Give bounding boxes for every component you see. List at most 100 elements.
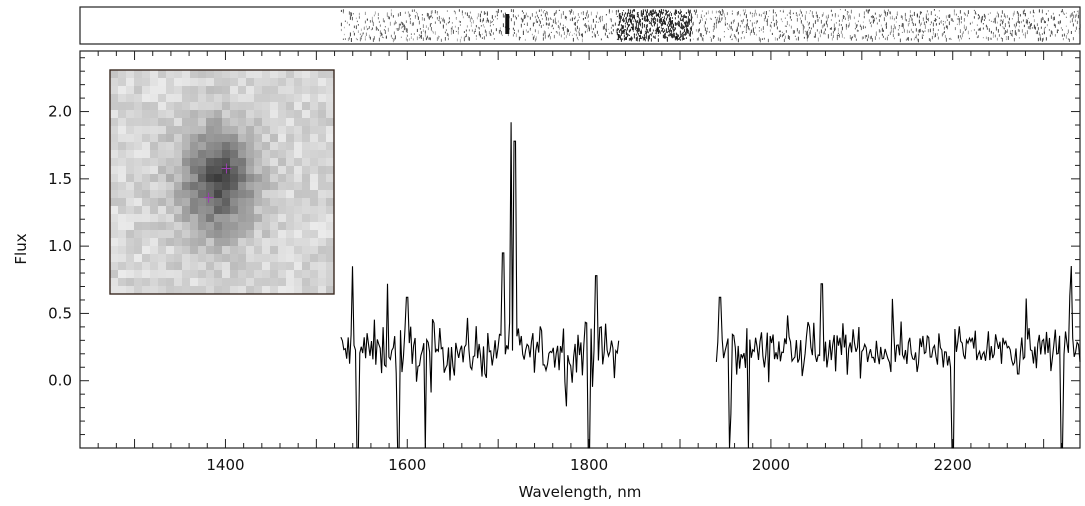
strip-pixel xyxy=(659,19,661,22)
inset-pixel xyxy=(310,246,319,255)
inset-pixel xyxy=(318,118,327,127)
strip-pixel xyxy=(983,13,985,18)
inset-pixel xyxy=(198,198,207,207)
inset-pixel xyxy=(126,78,135,87)
strip-pixel xyxy=(639,30,641,34)
inset-pixel xyxy=(166,102,175,111)
inset-pixel xyxy=(126,254,135,263)
inset-pixel xyxy=(150,222,159,231)
strip-pixel xyxy=(591,36,593,38)
strip-pixel xyxy=(837,35,839,36)
strip-pixel xyxy=(578,32,580,36)
strip-pixel xyxy=(830,27,832,30)
strip-pixel xyxy=(979,27,981,31)
strip-pixel xyxy=(382,37,384,39)
strip-pixel xyxy=(832,31,834,34)
strip-pixel xyxy=(776,26,778,30)
strip-pixel xyxy=(986,27,988,30)
strip-pixel xyxy=(1011,18,1013,20)
strip-pixel xyxy=(960,37,962,40)
strip-pixel xyxy=(684,32,686,34)
strip-pixel xyxy=(571,17,573,22)
strip-pixel xyxy=(635,30,637,32)
strip-pixel xyxy=(768,10,770,12)
strip-pixel xyxy=(636,28,638,31)
strip-pixel xyxy=(887,9,889,12)
strip-pixel xyxy=(799,17,801,20)
strip-pixel xyxy=(650,22,652,26)
inset-pixel xyxy=(174,254,183,263)
inset-pixel xyxy=(294,262,303,271)
strip-pixel xyxy=(687,9,689,14)
inset-pixel xyxy=(110,222,119,231)
inset-pixel xyxy=(230,94,239,103)
strip-pixel xyxy=(634,20,636,23)
strip-pixel xyxy=(619,16,621,19)
strip-pixel xyxy=(676,22,678,25)
strip-pixel xyxy=(375,26,377,31)
strip-pixel xyxy=(572,37,574,42)
strip-pixel xyxy=(605,24,607,29)
strip-pixel xyxy=(870,21,872,23)
inset-pixel xyxy=(246,190,255,199)
strip-pixel xyxy=(661,21,663,24)
strip-pixel xyxy=(912,22,914,26)
inset-pixel xyxy=(294,118,303,127)
strip-pixel xyxy=(611,24,613,27)
strip-pixel xyxy=(626,27,628,31)
strip-pixel xyxy=(1063,13,1065,15)
strip-pixel xyxy=(742,18,744,22)
strip-pixel xyxy=(904,12,906,17)
inset-pixel xyxy=(134,150,143,159)
strip-pixel xyxy=(356,20,358,23)
inset-pixel xyxy=(262,174,271,183)
inset-pixel xyxy=(286,238,295,247)
strip-pixel xyxy=(540,9,542,12)
strip-pixel xyxy=(1021,29,1023,33)
inset-pixel xyxy=(310,198,319,207)
strip-pixel xyxy=(723,31,725,33)
strip-pixel xyxy=(575,33,577,37)
strip-pixel xyxy=(660,18,662,23)
inset-pixel xyxy=(270,214,279,223)
strip-pixel xyxy=(627,24,629,26)
inset-pixel xyxy=(262,262,271,271)
strip-pixel xyxy=(643,34,645,37)
strip-pixel xyxy=(801,23,803,26)
strip-pixel xyxy=(552,27,554,30)
strip-pixel xyxy=(969,22,971,25)
strip-pixel xyxy=(897,29,899,31)
inset-pixel xyxy=(150,94,159,103)
strip-pixel xyxy=(884,13,886,17)
strip-pixel xyxy=(959,31,961,33)
strip-pixel xyxy=(416,36,418,41)
strip-pixel xyxy=(443,19,445,24)
strip-pixel xyxy=(590,24,592,29)
inset-plus-marker xyxy=(221,163,232,174)
inset-pixel xyxy=(110,70,119,79)
strip-pixel xyxy=(655,31,657,35)
strip-pixel xyxy=(428,16,430,20)
strip-pixel xyxy=(885,22,887,26)
strip-pixel xyxy=(640,37,642,40)
inset-pixel xyxy=(286,198,295,207)
strip-pixel xyxy=(422,24,424,28)
strip-pixel xyxy=(994,20,996,24)
strip-pixel xyxy=(492,24,494,26)
inset-pixel xyxy=(318,254,327,263)
strip-pixel xyxy=(371,16,373,21)
strip-pixel xyxy=(922,31,924,34)
inset-pixel xyxy=(158,174,167,183)
inset-pixel xyxy=(270,182,279,191)
strip-pixel xyxy=(770,21,772,24)
inset-pixel xyxy=(310,238,319,247)
strip-pixel xyxy=(644,36,646,38)
strip-pixel xyxy=(792,30,794,34)
strip-pixel xyxy=(591,31,593,34)
strip-pixel xyxy=(723,36,725,38)
inset-pixel xyxy=(302,78,311,87)
strip-pixel xyxy=(767,16,769,18)
strip-pixel xyxy=(1051,32,1053,36)
inset-pixel xyxy=(278,78,287,87)
inset-pixel xyxy=(110,102,119,111)
